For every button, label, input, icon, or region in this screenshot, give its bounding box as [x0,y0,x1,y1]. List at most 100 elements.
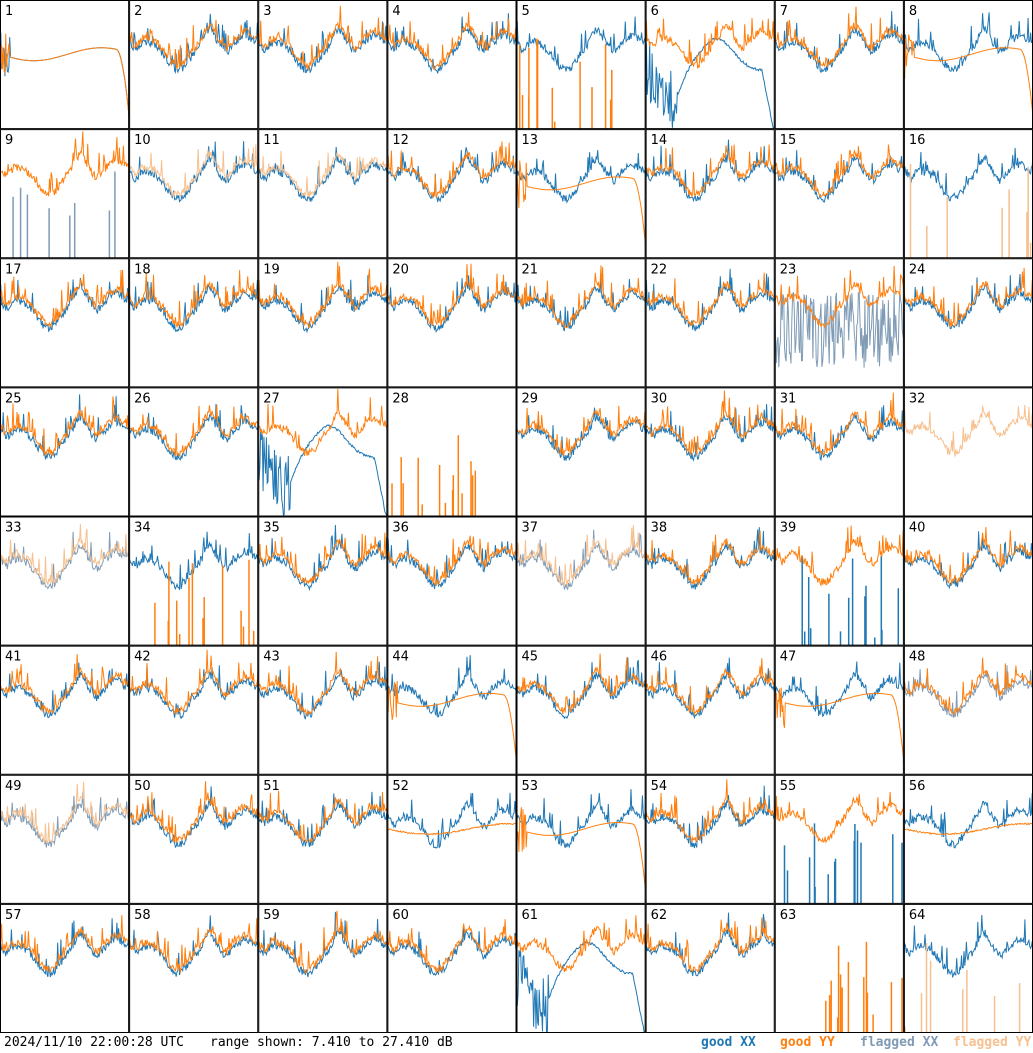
panel-frame [645,903,775,1033]
xx-series [0,277,130,333]
xx-series [387,925,517,977]
yy-series [0,396,130,457]
panel-61: 61 [516,903,646,1033]
panel-frame [516,0,646,130]
yy-series [0,524,130,586]
panel-23: 23 [774,258,904,388]
panel-frame [258,258,388,388]
panel-44: 44 [387,645,517,775]
panel-16: 16 [903,129,1033,259]
panel-12: 12 [387,129,517,259]
panel-53: 53 [516,774,646,904]
yy-series [774,392,904,457]
panel-13: 13 [516,129,646,259]
panel-27: 27 [258,387,388,517]
panel-4: 4 [387,0,517,130]
panel-number: 59 [263,908,280,923]
panel-54: 54 [645,774,775,904]
panel-30: 30 [645,387,775,517]
panel-number: 41 [5,650,22,665]
panel-frame [258,774,388,904]
yy-series [516,915,646,973]
panel-50: 50 [129,774,259,904]
panel-46: 46 [645,645,775,775]
yy-series [774,265,904,330]
panel-number: 35 [263,521,280,536]
panel-frame [774,387,904,517]
xx-series [0,918,130,978]
panel-number: 31 [780,391,797,406]
panel-number: 49 [5,779,22,794]
yy-series-spikes [904,943,1021,1033]
xx-series [258,424,388,517]
yy-series [387,535,517,586]
panel-frame [258,0,388,130]
timestamp: 2024/11/10 22:00:28 UTC [4,1035,185,1050]
xx-series [903,147,1033,202]
yy-series [387,12,517,71]
yy-series [387,919,517,973]
panel-14: 14 [645,129,775,259]
xx-series [645,139,775,203]
panel-frame [645,774,775,904]
panel-number: 22 [651,262,668,277]
panel-frame [0,0,130,130]
panel-60: 60 [387,903,517,1033]
panel-number: 4 [392,4,400,19]
panel-frame [903,516,1033,646]
yy-series [774,144,904,198]
panel-31: 31 [774,387,904,517]
panel-number: 45 [522,650,539,665]
yy-series [258,651,388,717]
yy-series-spikes [154,559,255,646]
panel-frame [258,387,388,517]
xx-series [0,394,130,460]
yy-series [645,18,775,69]
panel-25: 25 [0,387,130,517]
panel-number: 42 [134,650,151,665]
panel-frame [774,774,904,904]
panel-9: 9 [0,129,130,259]
panel-number: 38 [651,521,668,536]
panel-frame [0,645,130,775]
xx-series [645,657,775,720]
panel-43: 43 [258,645,388,775]
legend-good-xx: good XX [701,1035,756,1050]
yy-series [0,654,130,714]
panel-frame [774,258,904,388]
panel-number: 43 [263,650,280,665]
xx-series [903,12,1033,73]
yy-series [774,687,904,763]
xx-series [0,662,130,719]
panel-number: 25 [5,391,22,406]
panel-frame [645,387,775,517]
yy-series [645,917,775,973]
yy-series [387,680,517,763]
panel-number: 1 [5,4,13,19]
yy-series [645,779,775,843]
panel-frame [774,129,904,259]
panel-number: 50 [134,779,151,794]
xx-series [903,665,1033,718]
xx-series [645,785,775,849]
xx-series [645,37,775,129]
panel-number: 52 [392,779,409,794]
panel-frame [516,903,646,1033]
xx-series [516,150,646,204]
panel-number: 55 [780,779,797,794]
panel-number: 61 [522,908,539,923]
panel-number: 3 [263,4,271,19]
panel-number: 23 [780,262,797,277]
panel-51: 51 [258,774,388,904]
panel-49: 49 [0,774,130,904]
panel-number: 54 [651,779,668,794]
panel-19: 19 [258,258,388,388]
panel-18: 18 [129,258,259,388]
panel-number: 36 [392,521,409,536]
panel-52: 52 [387,774,517,904]
xx-series [0,792,130,848]
xx-series [645,527,775,590]
panel-number: 64 [909,908,926,923]
panel-frame [129,0,259,130]
panel-number: 57 [5,908,22,923]
